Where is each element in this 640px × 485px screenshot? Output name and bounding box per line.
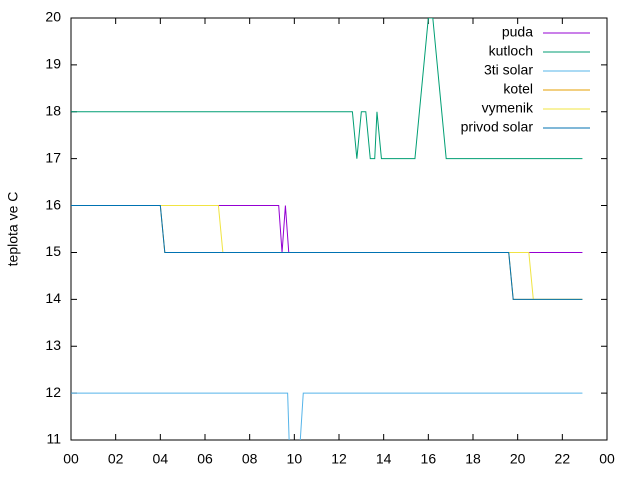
- y-tick-label: 13: [45, 337, 61, 353]
- series-line: [71, 205, 583, 253]
- x-tick-label: 02: [108, 451, 124, 467]
- y-tick-label: 14: [45, 290, 61, 306]
- legend-label: 3ti solar: [484, 62, 533, 78]
- y-tick-label: 20: [45, 9, 61, 25]
- legend-label: kotel: [503, 81, 533, 97]
- x-tick-label: 10: [287, 451, 303, 467]
- x-tick-label: 18: [465, 451, 481, 467]
- legend-label: puda: [502, 24, 533, 40]
- x-tick-label: 12: [331, 451, 347, 467]
- legend-label: kutloch: [489, 43, 533, 59]
- x-tick-label: 08: [242, 451, 258, 467]
- series-line: [71, 392, 583, 440]
- legend-label: vymenik: [482, 100, 534, 116]
- y-tick-label: 17: [45, 149, 61, 165]
- series-line: [71, 18, 583, 160]
- y-tick-label: 19: [45, 56, 61, 72]
- y-tick-label: 15: [45, 243, 61, 259]
- y-tick-label: 16: [45, 196, 61, 212]
- series-line: [71, 205, 583, 300]
- y-tick-label: 12: [45, 384, 61, 400]
- x-tick-label: 16: [421, 451, 437, 467]
- x-tick-label: 00: [63, 451, 79, 467]
- y-axis-label: teplota ve C: [5, 192, 21, 267]
- x-tick-label: 20: [510, 451, 526, 467]
- y-tick-label: 18: [45, 102, 61, 118]
- x-tick-label: 22: [555, 451, 571, 467]
- x-tick-label: 06: [197, 451, 213, 467]
- x-tick-label: 04: [153, 451, 169, 467]
- legend-label: privod solar: [461, 119, 534, 135]
- x-tick-label: 14: [376, 451, 392, 467]
- x-tick-label: 00: [599, 451, 615, 467]
- y-tick-label: 11: [46, 431, 61, 447]
